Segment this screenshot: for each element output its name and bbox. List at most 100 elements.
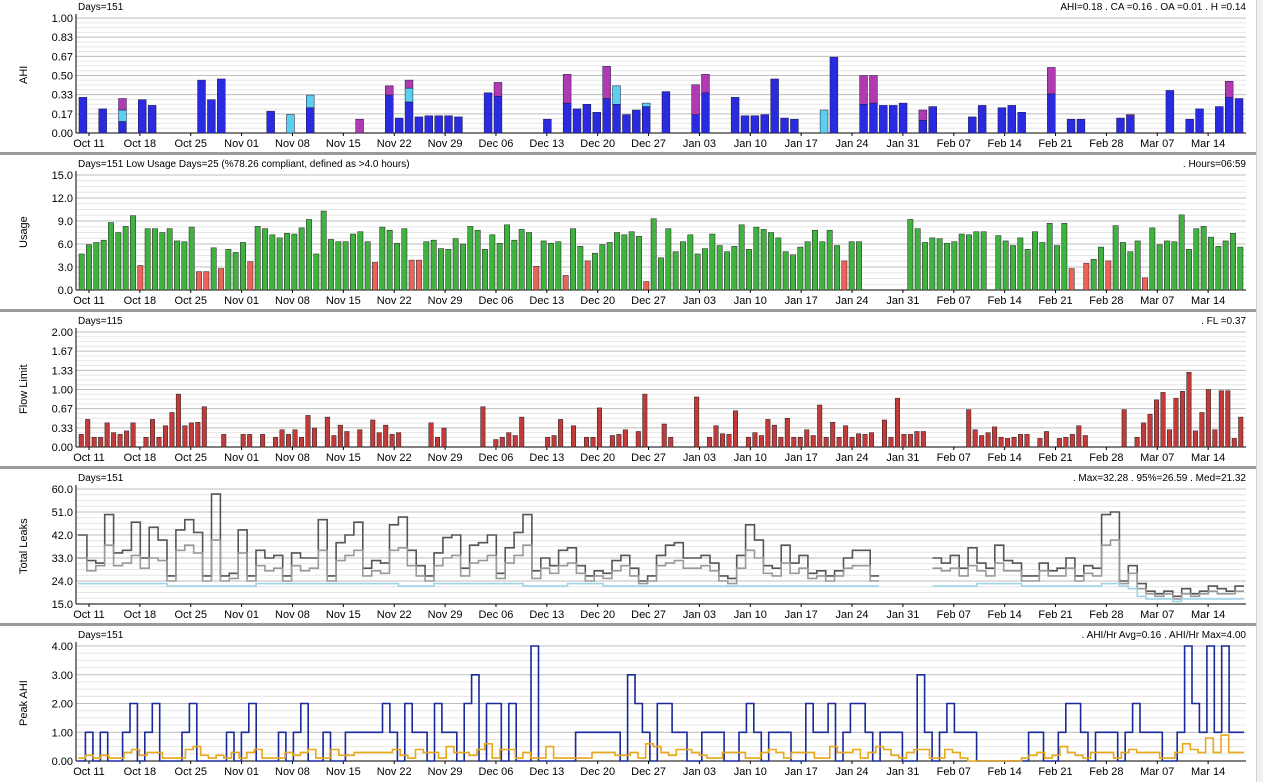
flow-limit-bar xyxy=(78,434,84,448)
ahi-chart[interactable]: 0.00 0.17 0.33 0.50 0.67 0.83 1.00 Oct 11 Oct 18… xyxy=(0,0,1256,152)
x-tick-label: Nov 08 xyxy=(275,766,310,778)
vertical-scrollbar[interactable] xyxy=(1256,0,1263,782)
flow-limit-bar xyxy=(1154,399,1160,448)
total-leaks-chart[interactable]: 15.0 24.0 33.0 42.0 51.0 60.0 Oct 11 Oct 18 Oct … xyxy=(0,471,1256,623)
flow-limit-bar xyxy=(907,434,913,448)
y-tick-label: 0.17 xyxy=(52,109,73,121)
y-tick-label: 0.00 xyxy=(52,442,73,454)
flow-limit-panel: Flow Limit Days=115 . FL =0.37 0.00 0.33 0… xyxy=(0,314,1256,466)
usage-bar xyxy=(1208,236,1214,291)
x-tick-label: Oct 18 xyxy=(124,452,156,464)
x-tick-label: Dec 27 xyxy=(631,138,666,150)
flow-limit-bar xyxy=(622,429,628,448)
x-tick-label: Jan 10 xyxy=(734,609,767,621)
x-tick-label: Mar 07 xyxy=(1140,138,1174,150)
ahi-bar-ca xyxy=(1165,90,1175,134)
x-tick-label: Nov 15 xyxy=(326,766,361,778)
x-tick-label: Jan 03 xyxy=(683,138,716,150)
x-tick-label: Feb 14 xyxy=(988,295,1022,307)
total-leaks-header-right: . Max=32.28 . 95%=26.59 . Med=21.32 xyxy=(1072,473,1246,484)
ahi-bar-ca xyxy=(1066,118,1076,134)
flow-limit-bar xyxy=(791,436,797,448)
x-tick-label: Mar 07 xyxy=(1140,766,1174,778)
ahi-bar-oa xyxy=(859,75,868,105)
y-tick-label: 0.00 xyxy=(52,756,73,768)
flow-limit-bar xyxy=(668,436,674,448)
x-tick-label: Oct 11 xyxy=(73,766,105,778)
flow-limit-bar xyxy=(1147,413,1153,448)
x-tick-label: Dec 20 xyxy=(580,452,615,464)
flow-limit-bar xyxy=(175,393,181,448)
peak-ahi-chart[interactable]: 0.00 1.00 2.00 3.00 4.00 Oct 11 Oct 18 Oct 25 No… xyxy=(0,628,1256,782)
ahi-bar-oa xyxy=(493,82,503,97)
x-tick-label: Oct 18 xyxy=(124,138,156,150)
usage-bar xyxy=(562,275,569,291)
usage-bar xyxy=(1171,241,1178,291)
ahi-bar-oa xyxy=(691,84,700,115)
usage-bar xyxy=(423,241,430,291)
usage-bar xyxy=(188,226,195,291)
usage-bar xyxy=(247,261,254,291)
usage-bar xyxy=(944,242,950,291)
usage-bar xyxy=(1186,249,1192,291)
flow-limit-bar xyxy=(260,434,266,448)
flow-limit-bar xyxy=(480,406,486,448)
usage-bar xyxy=(936,238,943,291)
flow-limit-bar xyxy=(357,429,363,448)
x-tick-label: Oct 25 xyxy=(175,138,207,150)
usage-bar xyxy=(1127,251,1134,291)
y-tick-label: 1.33 xyxy=(52,365,73,377)
usage-bar xyxy=(313,253,320,291)
usage-bar xyxy=(1200,226,1207,291)
flow-limit-bar xyxy=(862,434,868,448)
flow-limit-bar xyxy=(311,427,317,448)
ahi-bar-oa xyxy=(1126,114,1135,116)
usage-bar xyxy=(841,260,848,291)
y-tick-label: 15.0 xyxy=(52,599,73,611)
ahi-bar-ca xyxy=(869,102,878,134)
y-tick-label: 33.0 xyxy=(52,553,73,565)
panel-divider[interactable] xyxy=(0,466,1256,469)
usage-bar xyxy=(1024,249,1031,291)
usage-bar xyxy=(482,249,488,291)
usage-bar xyxy=(724,251,730,291)
flow-limit-bar xyxy=(590,436,596,448)
y-tick-label: 3.00 xyxy=(52,670,73,682)
x-tick-label: Nov 15 xyxy=(326,609,361,621)
ahi-bar-ca xyxy=(701,92,710,134)
y-tick-label: 2.00 xyxy=(52,327,73,339)
ahi-bar-oa xyxy=(118,98,127,111)
x-tick-label: Feb 07 xyxy=(937,295,971,307)
panel-divider[interactable] xyxy=(0,152,1256,155)
usage-bar xyxy=(496,242,503,291)
usage-bar xyxy=(511,239,518,291)
x-tick-label: Jan 03 xyxy=(683,609,716,621)
panel-divider[interactable] xyxy=(0,623,1256,626)
y-tick-label: 0.50 xyxy=(52,71,73,83)
flow-limit-bar xyxy=(745,436,751,448)
x-tick-label: Dec 20 xyxy=(580,138,615,150)
x-tick-label: Oct 18 xyxy=(124,609,156,621)
usage-bar xyxy=(1230,233,1236,291)
flow-limit-bar xyxy=(823,436,829,448)
usage-bar xyxy=(504,224,510,291)
x-tick-label: Nov 22 xyxy=(377,138,412,150)
ahi-bar-ca xyxy=(562,102,572,134)
usage-bar xyxy=(1178,214,1185,291)
usage-bar xyxy=(650,218,657,291)
usage-bar xyxy=(643,281,650,291)
flow-limit-bar xyxy=(797,436,803,448)
x-tick-label: Dec 06 xyxy=(479,295,514,307)
usage-chart[interactable]: 0.0 3.0 6.0 9.0 12.0 15.0 Oct 11 Oct 18 Oct 25 No… xyxy=(0,157,1256,309)
panel-divider[interactable] xyxy=(0,309,1256,312)
flow-limit-bar xyxy=(985,432,991,448)
y-tick-label: 6.0 xyxy=(58,239,73,251)
usage-bar xyxy=(269,234,276,291)
flow-limit-bar xyxy=(1082,435,1088,448)
flow-limit-chart[interactable]: 0.00 0.33 0.67 1.00 1.33 1.67 2.00 Oct 11 Oct 18… xyxy=(0,314,1256,466)
ahi-bar-ca xyxy=(928,106,937,134)
series-line-95- xyxy=(78,539,880,585)
usage-bar xyxy=(254,226,261,291)
flow-limit-header-left: Days=115 xyxy=(78,316,123,327)
y-tick-label: 1.67 xyxy=(52,346,73,358)
